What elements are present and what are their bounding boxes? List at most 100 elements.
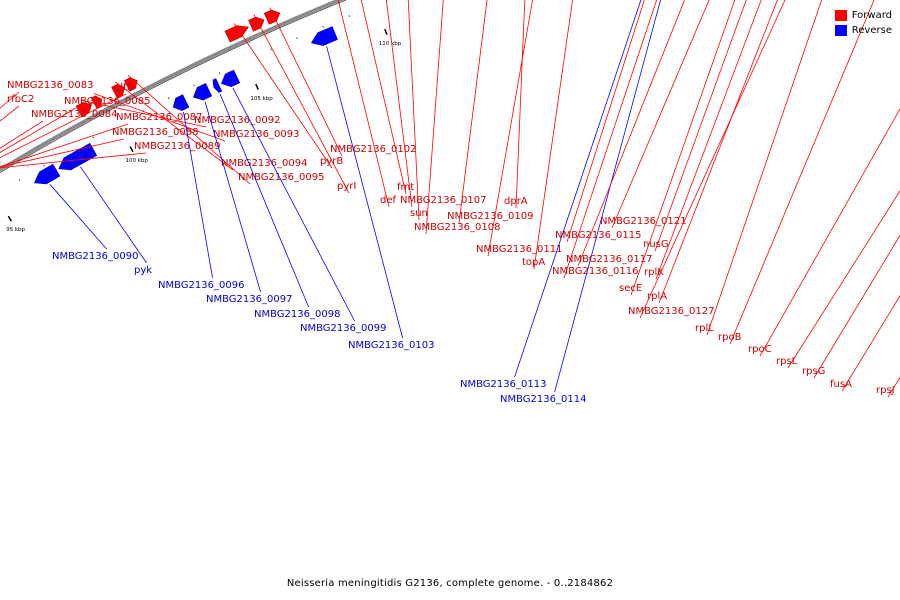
label-leader (326, 46, 403, 339)
label-leader (407, 0, 420, 221)
gene-label: NMBG2136_0090 (52, 251, 138, 262)
minor-tick (18, 178, 21, 181)
label-leader (0, 93, 127, 159)
gene-label: NMBG2136_0115 (555, 230, 641, 241)
gene-label: sun (410, 208, 428, 219)
gene-label: pyk (134, 265, 152, 276)
label-leader (0, 138, 125, 168)
gene-label: rfbC2 (7, 94, 34, 105)
minor-tick (43, 164, 45, 167)
label-leader (204, 101, 261, 293)
major-tick (129, 146, 134, 153)
feature-labels: NMBG2136_0083 rfbC2 NMBG2136_0084 NMBG2136_… (0, 0, 900, 405)
minor-tick (92, 136, 95, 139)
major-tick (255, 83, 259, 90)
label-leader (655, 0, 762, 280)
gene-label: rpsL (776, 356, 798, 367)
gene-label: NMBG2136_0094 (221, 158, 307, 169)
label-leader (563, 0, 658, 279)
gene-label: fusA (830, 379, 852, 390)
tick-label: 95 kbp (6, 227, 25, 233)
gene-label: NMBG2136_0102 (330, 144, 416, 155)
gene-feature-NMBG2136_0099[interactable] (220, 69, 241, 88)
gene-label: NMBG2136_0097 (206, 294, 292, 305)
label-leader (759, 108, 900, 357)
label-leader (269, 7, 343, 157)
gene-feature-pyrI[interactable] (248, 16, 265, 32)
label-leader (577, 0, 686, 267)
label-leader (658, 0, 778, 304)
label-leader (385, 0, 413, 208)
label-leader (115, 81, 234, 171)
label-leader (639, 0, 786, 319)
gene-label: NMBG2136_0096 (158, 280, 244, 291)
label-leader (93, 93, 226, 142)
label-leader (233, 23, 333, 169)
gene-label: rpsJ (876, 385, 895, 396)
gene-label: NMBG2136_0117 (566, 254, 652, 265)
label-leader (787, 190, 900, 369)
gene-label: rpsG (802, 366, 825, 377)
label-leader (425, 0, 444, 235)
label-leader (49, 184, 107, 250)
gene-label: NMBG2136_0095 (238, 172, 324, 183)
gene-label: NMBG2136_0109 (447, 211, 533, 222)
minor-tick (193, 84, 195, 87)
gene-label: NMBG2136_0103 (348, 340, 434, 351)
label-leader (337, 0, 390, 208)
label-leader (729, 0, 875, 345)
gene-label: NMBG2136_0111 (476, 244, 562, 255)
gene-label: NMBG2136_0098 (254, 309, 340, 320)
label-leader (514, 0, 642, 378)
gene-label: NMBG2136_0085 (64, 96, 150, 107)
label-leader (0, 123, 129, 168)
gene-label: topA (522, 257, 545, 268)
legend-item-reverse: Reverse (834, 23, 892, 38)
reverse-swatch (834, 25, 847, 36)
minor-tick (270, 48, 272, 51)
label-leader (487, 0, 533, 257)
label-leader (219, 94, 309, 308)
tick-label: 105 kbp (250, 96, 273, 102)
gene-label: rplA (647, 291, 667, 302)
gene-label: rplK (644, 267, 664, 278)
gene-feature-NMBG2136_0090[interactable] (33, 163, 61, 185)
gene-label: secE (619, 283, 642, 294)
gene-feature-pyrB[interactable] (224, 25, 249, 43)
gene-feature-pyk[interactable] (58, 142, 98, 171)
label-leader (0, 91, 20, 109)
legend: Forward Reverse (834, 8, 892, 38)
forward-swatch (834, 10, 847, 21)
gene-feature-NMBG2136_0096[interactable] (172, 94, 190, 111)
label-leader (0, 152, 147, 169)
legend-label-reverse: Reverse (851, 25, 892, 36)
label-leader (360, 0, 407, 195)
label-leader (183, 112, 213, 279)
gene-label: nusG (643, 239, 669, 250)
label-leader (0, 120, 44, 149)
gene-feature-NMBG2136_0098[interactable] (212, 78, 223, 93)
gene-label: NMBG2136_0093 (213, 129, 299, 140)
label-leader (458, 0, 488, 224)
gene-label: NMBG2136_0092 (194, 115, 280, 126)
tick-label: 110 kbp (379, 41, 402, 47)
legend-label-forward: Forward (851, 10, 892, 21)
label-leader (253, 14, 350, 194)
label-leader (0, 105, 20, 122)
label-leader (232, 87, 355, 322)
gene-label: gltS (114, 82, 133, 93)
gene-label: NMBG2136_0116 (552, 266, 638, 277)
gene-label: rpoB (718, 332, 742, 343)
gene-label: NMBG2136_0084 (31, 109, 117, 120)
gene-label: pyrB (320, 156, 343, 167)
label-leader (654, 0, 747, 252)
gene-feature-NMBG2136_0103[interactable] (310, 26, 338, 46)
minor-tick (322, 26, 324, 28)
label-leader (566, 0, 645, 243)
gene-feature-NMBG2136_0097[interactable] (193, 82, 213, 101)
label-leader (813, 234, 900, 379)
gene-label: NMBG2136_0113 (460, 379, 546, 390)
label-leader (611, 0, 710, 229)
